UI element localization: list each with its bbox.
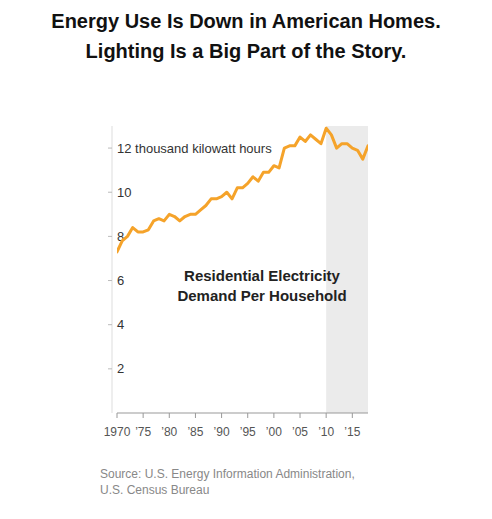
x-tick-label: 1970: [104, 425, 131, 439]
y-tick-label: 12 thousand kilowatt hours: [117, 141, 272, 156]
x-tick: [195, 413, 196, 418]
x-tick-label: ’10: [318, 425, 334, 439]
x-axis-line: [117, 413, 368, 414]
title: Energy Use Is Down in American Homes.: [51, 10, 440, 32]
annotation: Residential Electricity: [184, 267, 341, 284]
x-tick: [326, 413, 327, 418]
y-tick-label: 6: [117, 273, 124, 288]
plot-area: [117, 128, 368, 252]
x-tick: [221, 413, 222, 418]
y-tick: [108, 192, 112, 193]
y-tick-label: 10: [117, 185, 131, 200]
x-tick: [247, 413, 248, 418]
x-tick-label: ’80: [161, 425, 177, 439]
y-tick-label: 4: [117, 317, 124, 332]
chart-root: Energy Use Is Down in American Homes. Lig…: [0, 0, 492, 519]
x-tick: [273, 413, 274, 418]
x-tick: [143, 413, 144, 418]
y-tick: [108, 280, 112, 281]
annotation: Demand Per Household: [177, 287, 346, 304]
source: Source: U.S. Energy Information Administ…: [100, 467, 355, 481]
x-tick: [352, 413, 353, 418]
x-tick-label: ’90: [214, 425, 230, 439]
y-axis-line: [112, 126, 113, 413]
subtitle: Lighting Is a Big Part of the Story.: [86, 40, 407, 62]
x-tick: [117, 413, 118, 418]
x-tick: [300, 413, 301, 418]
x-tick-label: ’85: [187, 425, 203, 439]
y-tick: [108, 236, 112, 237]
source: U.S. Census Bureau: [100, 483, 209, 497]
x-tick-label: ’95: [240, 425, 256, 439]
x-tick-label: ’00: [266, 425, 282, 439]
x-tick-label: ’05: [292, 425, 308, 439]
y-tick: [108, 368, 112, 369]
x-tick-label: ’75: [135, 425, 151, 439]
data-line: [117, 128, 368, 252]
x-tick: [169, 413, 170, 418]
y-tick: [108, 324, 112, 325]
x-tick-label: ’15: [344, 425, 360, 439]
y-tick-label: 2: [117, 361, 124, 376]
y-tick: [108, 148, 112, 149]
